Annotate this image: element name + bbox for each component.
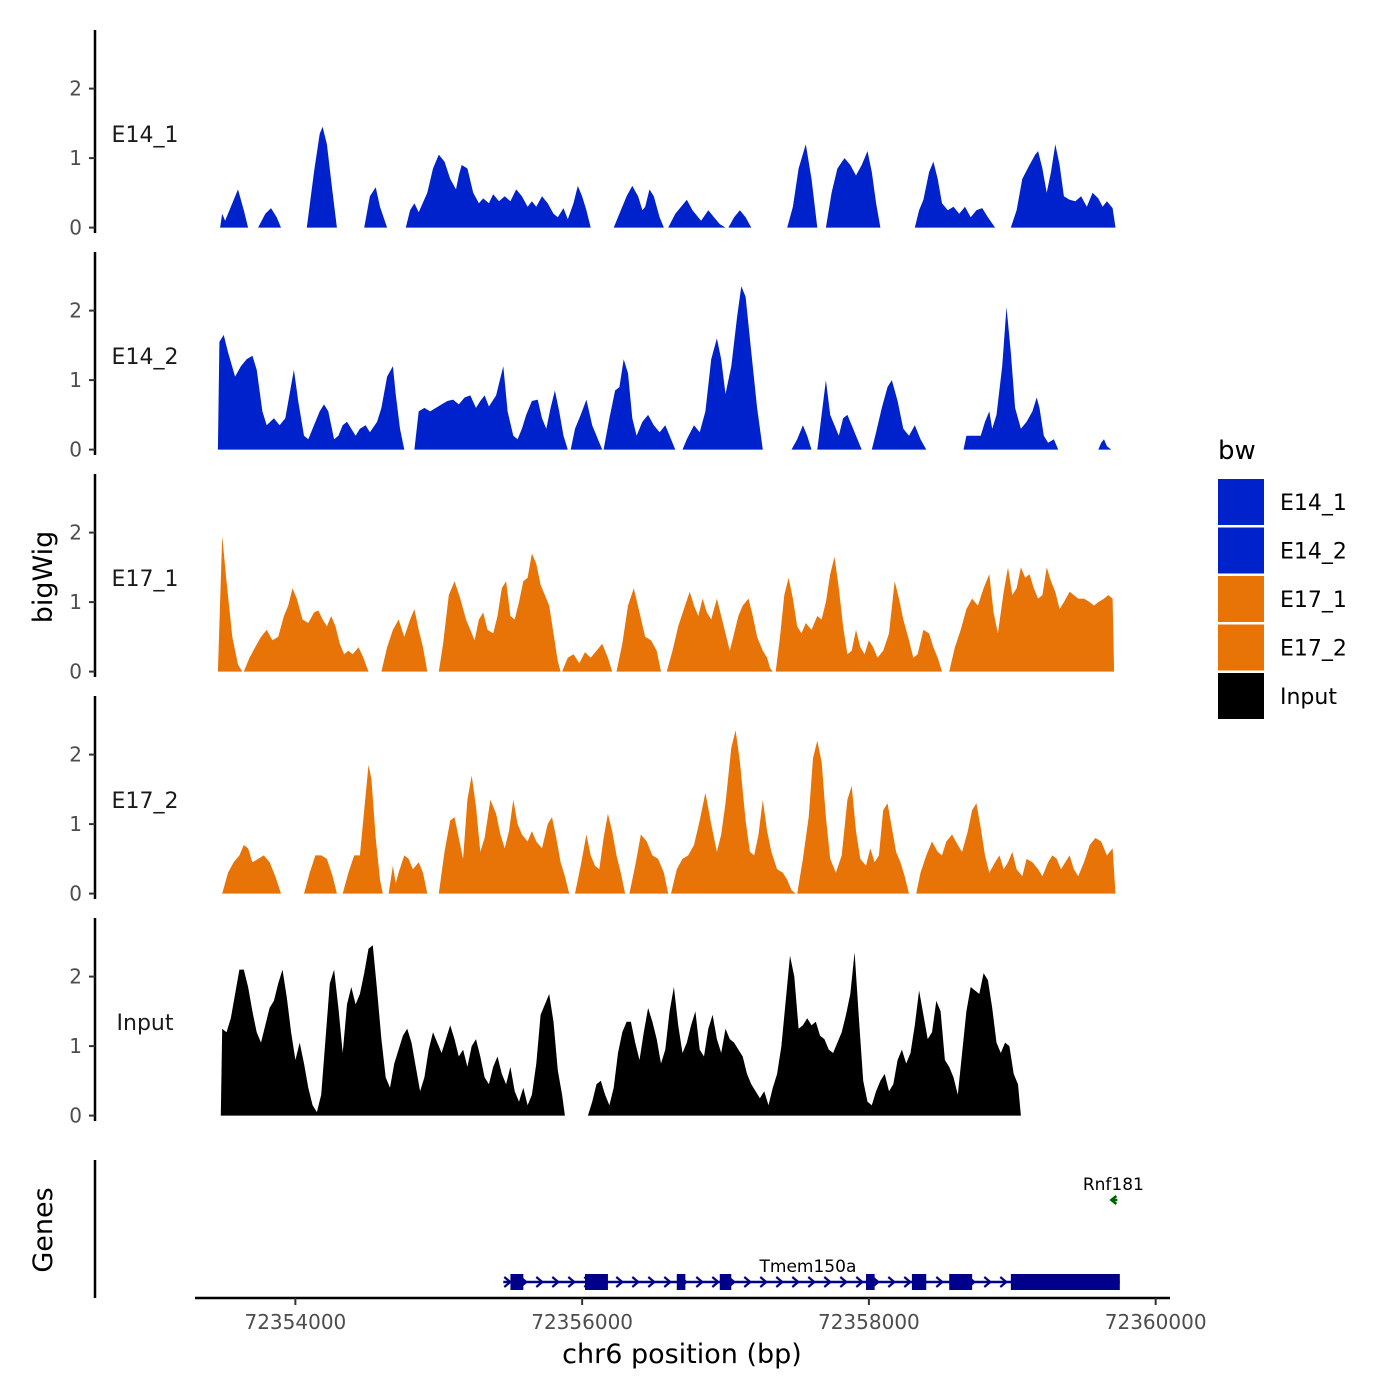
- gene-label: Tmem150a: [759, 1257, 857, 1277]
- strand-arrow: [855, 1276, 864, 1288]
- legend-item-e14-1: E14_1: [1218, 479, 1347, 525]
- exon: [585, 1274, 608, 1290]
- legend-label: Input: [1280, 685, 1337, 710]
- y-tick-label: 1: [69, 146, 82, 170]
- strand-arrow: [663, 1276, 672, 1288]
- gene-rnf181: Rnf181: [1083, 1175, 1144, 1205]
- legend-item-e17-2: E17_2: [1218, 624, 1347, 671]
- y-tick-label: 0: [69, 660, 82, 684]
- strand-arrow: [807, 1276, 816, 1288]
- y-tick-label: 2: [69, 965, 82, 989]
- x-tick-label: 72356000: [531, 1310, 633, 1334]
- y-tick-label: 1: [69, 1034, 82, 1058]
- y-tick-label: 0: [69, 438, 82, 462]
- strand-arrow: [711, 1276, 720, 1288]
- y-tick-label: 1: [69, 368, 82, 392]
- x-axis: 72354000 72356000 72358000 72360000: [195, 1296, 1207, 1334]
- x-tick-label: 72358000: [818, 1310, 920, 1334]
- y-tick-label: 2: [69, 743, 82, 767]
- y-tick-label: 2: [69, 77, 82, 101]
- legend-item-input: Input: [1218, 673, 1337, 719]
- legend-swatch: [1218, 624, 1264, 671]
- coverage-area: [220, 126, 1116, 228]
- strand-arrow: [839, 1276, 848, 1288]
- x-tick-label: 72354000: [244, 1310, 346, 1334]
- coverage-area: [222, 730, 1116, 894]
- track-e14-2: 0 1 2 E14_2: [69, 252, 1112, 462]
- strand-arrow: [823, 1276, 832, 1288]
- strand-arrow: [903, 1276, 912, 1288]
- strand-arrow: [503, 1276, 512, 1288]
- strand-arrow: [935, 1276, 944, 1288]
- y-tick-label: 2: [69, 521, 82, 545]
- track-label: E14_1: [112, 123, 179, 148]
- tracks-layer: 0 1 2 E14_1 0 1 2 E14_2 0 1 2 E17_1 0 1 2 E17_2 0 1 2 Input: [69, 30, 1116, 1128]
- strand-arrow: [647, 1276, 656, 1288]
- legend-swatch: [1218, 576, 1264, 622]
- legend-swatch: [1218, 673, 1264, 719]
- legend-label: E14_2: [1280, 540, 1347, 565]
- y-tick-label: 0: [69, 882, 82, 906]
- track-label: E17_2: [112, 789, 179, 814]
- track-e17-2: 0 1 2 E17_2: [69, 696, 1116, 906]
- exon: [719, 1274, 732, 1290]
- legend-item-e17-1: E17_1: [1218, 576, 1347, 622]
- strand-arrow: [999, 1276, 1008, 1288]
- legend-item-e14-2: E14_2: [1218, 527, 1347, 574]
- x-axis-title: chr6 position (bp): [562, 1339, 802, 1370]
- strand-arrow: [695, 1276, 704, 1288]
- y-axis-title: bigWig: [28, 531, 59, 624]
- genes-panel: Tmem150a Rnf181: [93, 1160, 1144, 1298]
- y-tick-label: 1: [69, 590, 82, 614]
- legend-swatch: [1218, 479, 1264, 525]
- y-tick-label: 2: [69, 299, 82, 323]
- coverage-area: [217, 536, 1115, 672]
- gene-label: Rnf181: [1083, 1175, 1144, 1195]
- gene-mark: [1109, 1195, 1118, 1205]
- legend-swatch: [1218, 527, 1264, 574]
- exon: [676, 1274, 686, 1290]
- genes-axis-title: Genes: [28, 1187, 59, 1272]
- track-e17-1: 0 1 2 E17_1: [69, 474, 1115, 684]
- strand-arrow: [743, 1276, 752, 1288]
- coverage-area: [220, 945, 1021, 1116]
- strand-arrow: [791, 1276, 800, 1288]
- track-label: Input: [117, 1011, 174, 1036]
- exon: [510, 1274, 524, 1290]
- strand-arrow: [615, 1276, 624, 1288]
- strand-arrow: [983, 1276, 992, 1288]
- strand-arrow: [887, 1276, 896, 1288]
- legend-label: E17_1: [1280, 588, 1347, 613]
- track-e14-1: 0 1 2 E14_1: [69, 30, 1116, 240]
- exon: [1010, 1274, 1120, 1290]
- strand-arrow: [567, 1276, 576, 1288]
- legend-label: E14_1: [1280, 491, 1347, 516]
- track-input: 0 1 2 Input: [69, 918, 1021, 1128]
- exon: [866, 1274, 875, 1290]
- strand-arrow: [775, 1276, 784, 1288]
- legend: bw E14_1 E14_2 E17_1 E17_2 Input: [1218, 436, 1347, 719]
- legend-label: E17_2: [1280, 637, 1347, 662]
- x-tick-label: 72360000: [1105, 1310, 1207, 1334]
- track-label: E17_1: [112, 567, 179, 592]
- gene-tmem150a: Tmem150a: [503, 1257, 1120, 1290]
- coverage-area: [217, 286, 1112, 450]
- y-tick-label: 0: [69, 1104, 82, 1128]
- strand-arrow: [631, 1276, 640, 1288]
- legend-title: bw: [1218, 436, 1256, 466]
- exon: [949, 1274, 973, 1290]
- strand-arrow: [759, 1276, 768, 1288]
- track-label: E14_2: [112, 345, 179, 370]
- strand-arrow: [551, 1276, 560, 1288]
- y-tick-label: 1: [69, 812, 82, 836]
- exon: [911, 1274, 927, 1290]
- strand-arrow: [535, 1276, 544, 1288]
- y-tick-label: 0: [69, 216, 82, 240]
